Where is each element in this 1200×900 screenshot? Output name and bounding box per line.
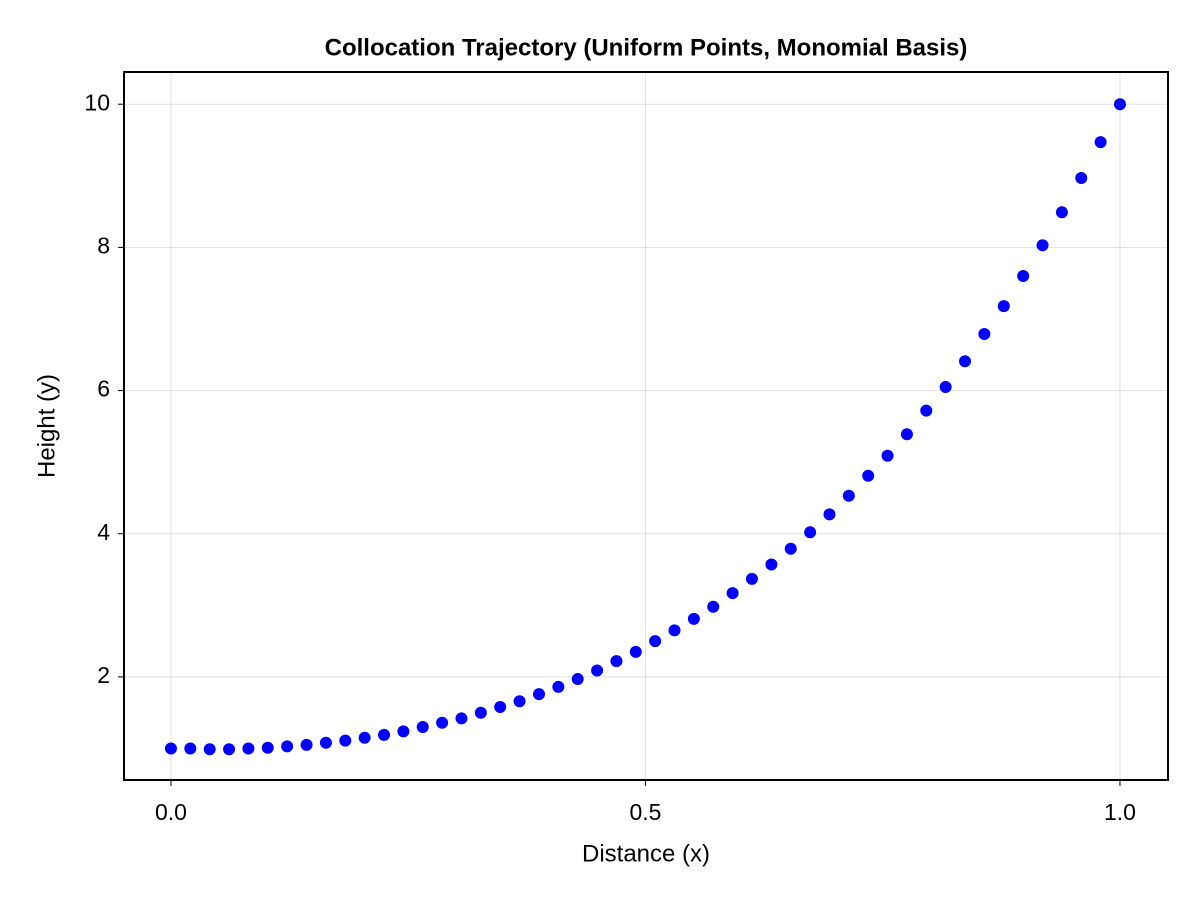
scatter-point	[997, 300, 1010, 313]
scatter-point	[416, 721, 429, 734]
scatter-point	[745, 572, 758, 585]
scatter-point	[397, 725, 410, 738]
x-tick-label: 0.5	[629, 799, 661, 825]
scatter-point	[959, 355, 972, 368]
y-axis-label: Height (y)	[33, 374, 60, 478]
chart-title: Collocation Trajectory (Uniform Points, …	[325, 34, 968, 61]
scatter-point	[649, 635, 662, 648]
scatter-point	[591, 664, 604, 677]
scatter-point	[842, 489, 855, 502]
y-tick-label: 2	[97, 662, 110, 688]
scatter-point	[726, 587, 739, 600]
scatter-point	[203, 743, 216, 756]
scatter-point	[1113, 98, 1126, 111]
scatter-point	[455, 712, 468, 725]
scatter-point	[939, 380, 952, 393]
scatter-point	[881, 449, 894, 462]
scatter-point	[532, 688, 545, 701]
scatter-point	[765, 558, 778, 571]
scatter-point	[242, 742, 255, 755]
x-tick-label: 1.0	[1104, 799, 1136, 825]
scatter-point	[494, 700, 507, 713]
scatter-point	[319, 736, 332, 749]
x-axis-label: Distance (x)	[582, 840, 710, 867]
x-tick-label: 0.0	[155, 799, 187, 825]
scatter-point	[378, 728, 391, 741]
scatter-point	[513, 695, 526, 708]
y-tick-label: 4	[97, 519, 110, 545]
scatter-point	[339, 734, 352, 747]
scatter-point	[300, 738, 313, 751]
scatter-point	[571, 673, 584, 686]
marks	[164, 98, 1126, 756]
scatter-point	[223, 743, 236, 756]
scatter-point	[900, 428, 913, 441]
scatter-point	[804, 526, 817, 539]
scatter-point	[436, 716, 449, 729]
scatter-point	[920, 404, 933, 417]
scatter-point	[823, 508, 836, 521]
scatter-point	[610, 655, 623, 668]
scatter-point	[707, 600, 720, 613]
scatter-point	[1055, 206, 1068, 219]
scatter-point	[668, 624, 681, 637]
scatter-point	[261, 741, 274, 754]
scatter-point	[552, 680, 565, 693]
scatter-point	[164, 742, 177, 755]
scatter-point	[281, 740, 294, 753]
plot-frame	[123, 71, 1169, 781]
y-tick-label: 10	[84, 89, 110, 115]
scatter-point	[629, 645, 642, 658]
y-tick-label: 6	[97, 376, 110, 402]
scatter-point	[687, 612, 700, 625]
scatter-point	[1094, 136, 1107, 149]
scatter-point	[474, 706, 487, 719]
scatter-point	[1075, 171, 1088, 184]
scatter-point	[1017, 270, 1030, 283]
scatter-point	[184, 742, 197, 755]
scatter-point	[358, 731, 371, 744]
scatter-point	[1036, 239, 1049, 252]
scatter-point	[862, 469, 875, 482]
grid	[124, 72, 1168, 780]
scatter-point	[784, 542, 797, 555]
y-tick-label: 8	[97, 232, 110, 258]
scatter-point	[978, 328, 991, 341]
